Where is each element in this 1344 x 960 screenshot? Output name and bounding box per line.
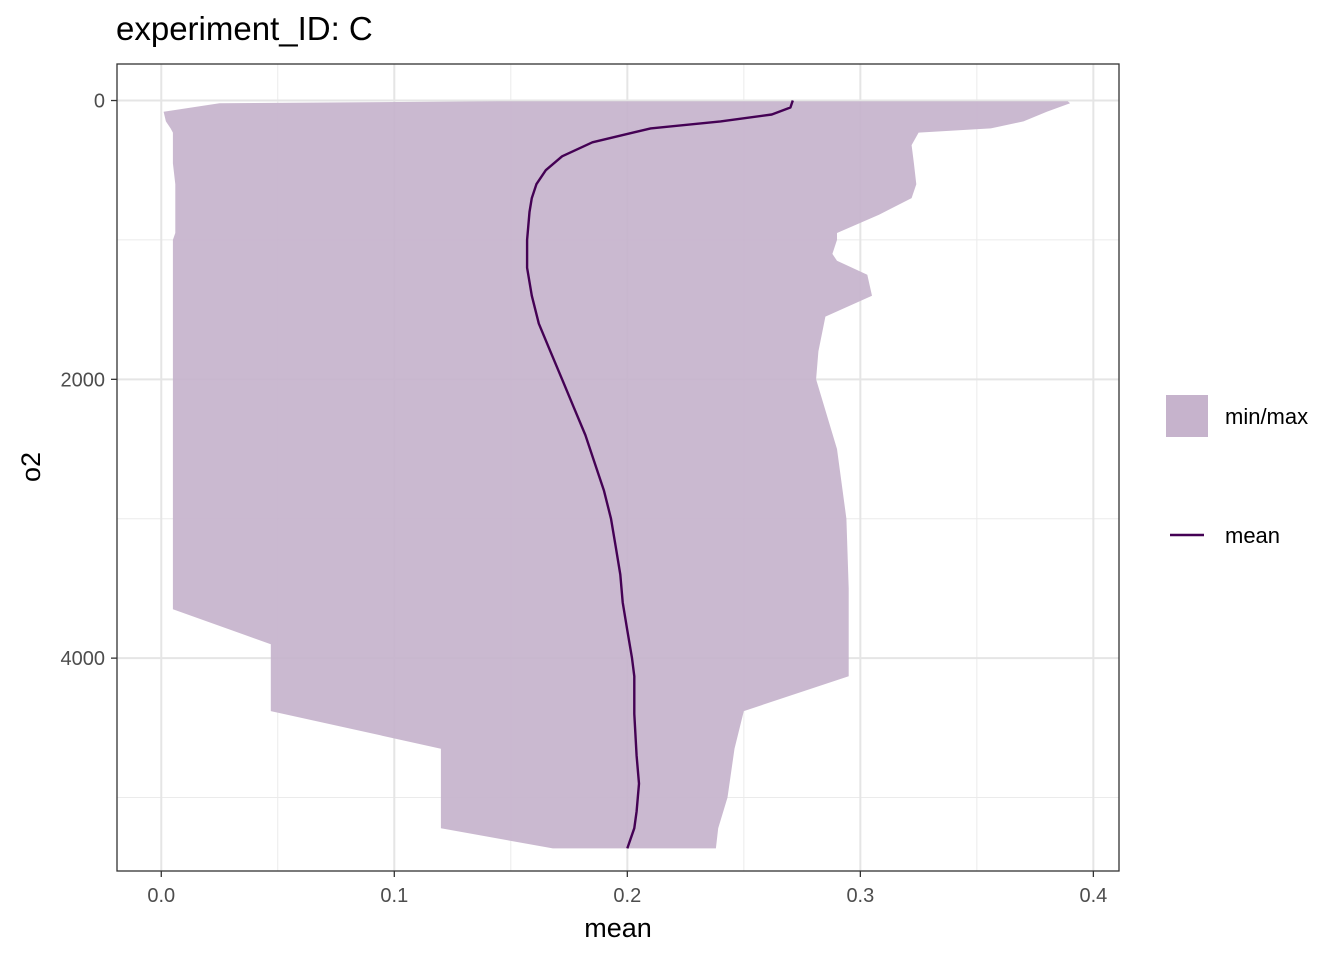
- y-axis: 0 2000 4000: [61, 91, 117, 670]
- x-tick-label: 0.2: [613, 885, 641, 907]
- x-axis-title: mean: [584, 913, 652, 943]
- min-max-ribbon: [163, 101, 1071, 849]
- plot-border: [116, 63, 1120, 872]
- x-tick-label: 0.0: [147, 885, 175, 907]
- y-axis-title: o2: [16, 452, 46, 482]
- y-tick-label: 0: [94, 91, 105, 113]
- y-tick-label: 4000: [61, 648, 106, 670]
- chart-title: experiment_ID: C: [116, 10, 373, 47]
- line-layer: [525, 100, 794, 849]
- legend-key-fill: [1166, 395, 1208, 437]
- x-tick-label: 0.4: [1079, 885, 1107, 907]
- x-tick-label: 0.3: [846, 885, 874, 907]
- plot-panel: [116, 63, 1120, 872]
- mean-line: [525, 100, 794, 849]
- y-tick-label: 2000: [61, 369, 106, 391]
- ribbon-layer: [163, 101, 1071, 849]
- x-axis: 0.0 0.1 0.2 0.3 0.4: [147, 871, 1107, 907]
- legend: min/max mean: [1166, 395, 1308, 548]
- x-tick-label: 0.1: [380, 885, 408, 907]
- legend-label: mean: [1225, 523, 1280, 548]
- legend-label: min/max: [1225, 404, 1308, 429]
